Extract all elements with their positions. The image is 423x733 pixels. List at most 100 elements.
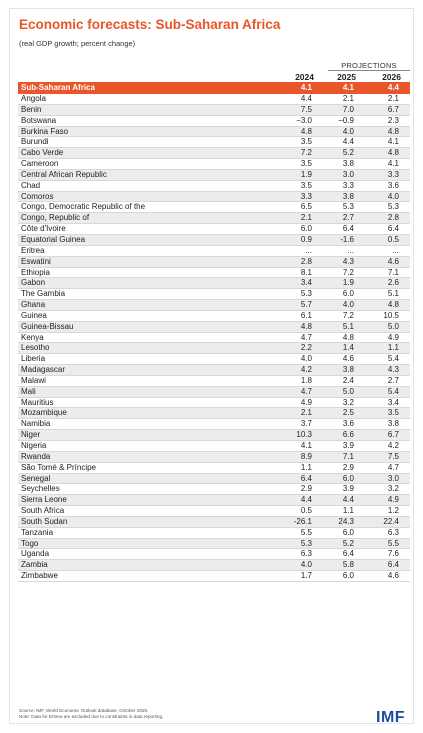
- country-name: Zambia: [21, 560, 48, 570]
- value-2026: 5.4: [387, 386, 399, 396]
- country-name: Chad: [21, 180, 41, 190]
- forecast-table: Sub-Saharan Africa 4.1 4.1 4.4 Angola 4.4…: [18, 82, 410, 582]
- value-2024: 6.3: [300, 549, 312, 559]
- value-2026: 1.1: [387, 343, 399, 353]
- value-2025: 6.0: [342, 289, 354, 299]
- country-name: Eswatini: [21, 256, 51, 266]
- table-row: Sierra Leone 4.4 4.4 4.9: [18, 495, 410, 507]
- value-2026: 3.3: [387, 169, 399, 179]
- value-2026: 6.4: [387, 560, 399, 570]
- value-2025: 3.0: [342, 169, 354, 179]
- table-row: Benin 7.5 7.0 6.7: [18, 104, 410, 116]
- table-row: Mauritius 4.9 3.2 3.4: [18, 398, 410, 409]
- table-row: Lesotho 2.2 1.4 1.1: [18, 343, 410, 355]
- table-row: Niger 10.3 6.6 6.7: [18, 430, 410, 441]
- table-row: São Tomé & Príncipe 1.1 2.9 4.7: [18, 463, 410, 474]
- table-row: Côte d'Ivoire 6.0 6.4 6.4: [18, 224, 410, 235]
- value-2025: 3.8: [342, 159, 354, 169]
- value-2026: 2.1: [387, 94, 399, 103]
- value-2024: 4.1: [300, 441, 312, 450]
- value-2024: 2.9: [300, 484, 312, 494]
- table-row: Liberia 4.0 4.6 5.4: [18, 354, 410, 366]
- country-name: Congo, Republic of: [21, 213, 90, 223]
- subtitle: (real GDP growth; percent change): [19, 39, 136, 48]
- value-2026: 4.7: [387, 462, 399, 472]
- value-2026: 4.8: [387, 300, 399, 310]
- country-name: South Africa: [21, 506, 65, 516]
- country-name: Madagascar: [21, 365, 66, 375]
- value-2025: 4.4: [342, 137, 354, 147]
- value-2024: 8.9: [300, 451, 312, 461]
- table-row: Eritrea.........: [18, 246, 410, 257]
- value-2025: 6.0: [342, 571, 354, 581]
- table-row: Cameroon 3.5 3.8 4.1: [18, 159, 410, 170]
- table-row: Burkina Faso 4.8 4.0 4.8: [18, 126, 410, 138]
- value-2024: 1.8: [300, 375, 312, 385]
- value-2026: ...: [392, 245, 399, 255]
- value-2025: 4.3: [342, 256, 354, 266]
- country-name: Kenya: [21, 332, 44, 342]
- country-name: The Gambia: [21, 289, 66, 299]
- table-row: Namibia 3.7 3.6 3.8: [18, 419, 410, 431]
- value-2026: 4.8: [387, 148, 399, 158]
- country-name: Eritrea: [21, 245, 45, 255]
- value-2025: 1.4: [342, 343, 354, 353]
- table-row: Togo 5.3 5.2 5.5: [18, 538, 410, 550]
- value-2025: 3.8: [342, 365, 354, 375]
- value-2026: 5.5: [387, 538, 399, 548]
- country-name: Malawi: [21, 375, 46, 385]
- value-2024: 3.7: [300, 419, 312, 429]
- country-name: Lesotho: [21, 343, 50, 353]
- country-name: Congo, Democratic Republic of the: [21, 202, 146, 212]
- country-name: Senegal: [21, 473, 51, 483]
- table-row: Kenya 4.7 4.8 4.9: [18, 333, 410, 344]
- value-2026: 4.8: [387, 126, 399, 136]
- value-2024: 4.8: [300, 126, 312, 136]
- value-2026: 4.2: [387, 441, 399, 450]
- value-2024: 6.0: [300, 224, 312, 234]
- value-2026: 4.1: [387, 159, 399, 169]
- value-2026: 3.8: [387, 419, 399, 429]
- value-2025: 5.3: [342, 202, 354, 212]
- value-2026: 3.0: [387, 473, 399, 483]
- value-2024: 4.8: [300, 321, 312, 331]
- table-row: Senegal 6.4 6.0 3.0: [18, 473, 410, 485]
- value-2024: 5.3: [300, 289, 312, 299]
- table-row: South Sudan -26.1 24.3 22.4: [18, 516, 410, 528]
- value-2024: -26.1: [293, 516, 312, 526]
- value-2026: 5.0: [387, 321, 399, 331]
- table-row: Equatorial Guinea 0.9 -1.6 0.5: [18, 234, 410, 246]
- country-name: Guinea: [21, 310, 47, 320]
- forecast-card: Economic forecasts: Sub-Saharan Africa (…: [9, 8, 414, 726]
- table-row: Zambia 4.0 5.8 6.4: [18, 560, 410, 572]
- value-2025: 7.0: [342, 104, 354, 114]
- table-row: South Africa 0.5 1.1 1.2: [18, 506, 410, 517]
- value-2026: 2.7: [387, 375, 399, 385]
- value-2026: 4.0: [387, 191, 399, 201]
- table-row: Guinea 6.1 7.2 10.5: [18, 311, 410, 322]
- country-name: Mali: [21, 386, 36, 396]
- value-2026: 4.1: [387, 137, 399, 147]
- value-2025: −0.9: [338, 115, 354, 125]
- value-2026: 5.4: [387, 354, 399, 364]
- value-2025: 24.3: [338, 516, 354, 526]
- country-name: Equatorial Guinea: [21, 234, 86, 244]
- value-2025: 3.9: [342, 441, 354, 450]
- value-2024: 10.3: [296, 430, 312, 440]
- table-row: Burundi 3.5 4.4 4.1: [18, 137, 410, 149]
- footer-note: Note: Data for Eritrea are excluded due …: [19, 714, 164, 719]
- table-row: Zimbabwe 1.7 6.0 4.6: [18, 571, 410, 582]
- value-2025: -1.6: [340, 234, 354, 244]
- country-name: Mauritius: [21, 397, 54, 407]
- year-header-2025: 2025: [337, 72, 356, 82]
- value-2025: 1.9: [342, 278, 354, 288]
- table-row: Eswatini 2.8 4.3 4.6: [18, 256, 410, 268]
- imf-logo: IMF: [376, 709, 406, 726]
- value-2026: 4.9: [387, 495, 399, 505]
- value-2025: 6.4: [342, 549, 354, 559]
- value-2026: 2.6: [387, 278, 399, 288]
- footer-source: Source: IMF, World Economic Outlook data…: [19, 708, 149, 713]
- table-row: The Gambia 5.3 6.0 5.1: [18, 289, 410, 301]
- value-2026: 3.2: [387, 484, 399, 494]
- country-name: Côte d'Ivoire: [21, 224, 66, 234]
